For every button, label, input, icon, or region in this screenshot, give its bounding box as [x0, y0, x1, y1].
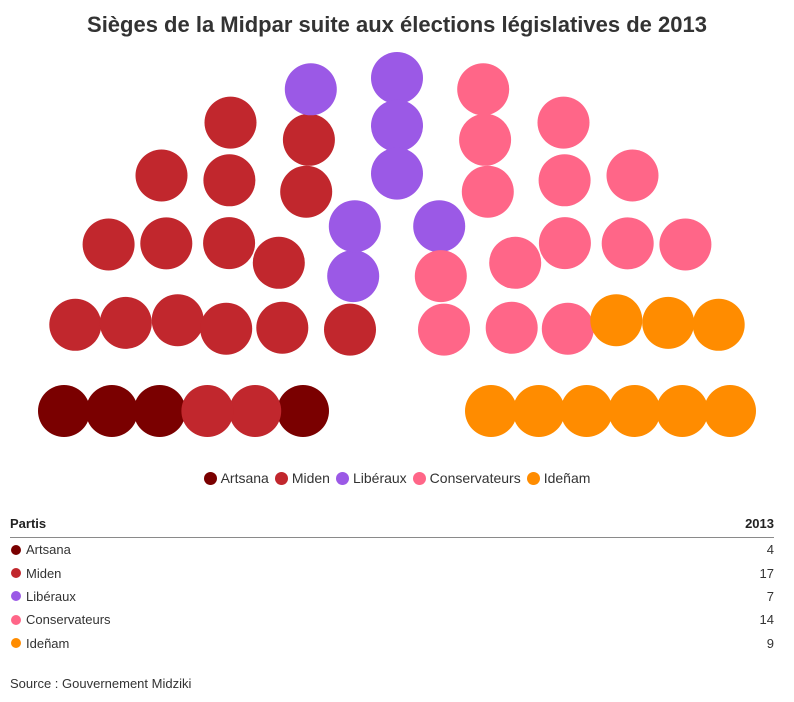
legend-dot [203, 471, 217, 485]
seat-libéraux[interactable] [413, 200, 466, 253]
seat-conservateurs[interactable] [601, 217, 654, 270]
seat-artsana[interactable] [277, 385, 329, 437]
seat-ideñam[interactable] [512, 385, 565, 437]
row-party: Conservateurs [26, 612, 111, 628]
table-header: Partis 2013 [10, 516, 774, 538]
seat-conservateurs[interactable] [485, 301, 538, 354]
seat-miden[interactable] [252, 236, 305, 289]
legend-dot [526, 471, 540, 485]
row-value: 9 [766, 635, 774, 651]
seat-miden[interactable] [203, 154, 256, 207]
seat-conservateurs[interactable] [538, 217, 591, 270]
seat-miden[interactable] [200, 302, 253, 355]
legend-item-conservateurs[interactable]: Conservateurs [412, 470, 521, 486]
legend-label: Artsana [220, 470, 269, 486]
seat-libéraux[interactable] [327, 250, 380, 303]
seat-miden[interactable] [324, 303, 376, 356]
legend-item-ideñam[interactable]: Ideñam [526, 470, 591, 486]
table-row: Conservateurs 14 [10, 608, 774, 631]
hemicycle-chart [38, 52, 756, 437]
seat-artsana[interactable] [38, 385, 90, 437]
legend-label: Libéraux [352, 470, 407, 486]
legend-item-artsana[interactable]: Artsana [203, 470, 269, 486]
seat-ideñam[interactable] [642, 296, 695, 349]
seat-miden[interactable] [99, 296, 152, 349]
seat-conservateurs[interactable] [606, 149, 659, 202]
seat-conservateurs[interactable] [537, 96, 590, 149]
seat-artsana[interactable] [85, 385, 138, 437]
seat-conservateurs[interactable] [538, 154, 591, 207]
seat-miden[interactable] [140, 217, 193, 270]
row-dot [11, 568, 21, 579]
seat-miden[interactable] [49, 298, 102, 351]
row-dot [11, 614, 21, 625]
seat-artsana[interactable] [133, 385, 186, 437]
seat-libéraux[interactable] [284, 63, 337, 116]
row-party: Libéraux [26, 588, 76, 604]
seat-miden[interactable] [280, 165, 333, 218]
row-dot [11, 591, 21, 602]
seat-conservateurs[interactable] [489, 236, 542, 289]
seat-libéraux[interactable] [371, 99, 423, 152]
seat-miden[interactable] [229, 385, 282, 437]
seat-ideñam[interactable] [590, 294, 643, 347]
seat-conservateurs[interactable] [418, 303, 470, 356]
seat-conservateurs[interactable] [414, 250, 467, 303]
header-party: Partis [10, 516, 47, 531]
legend-label: Miden [291, 470, 330, 486]
seat-ideñam[interactable] [656, 385, 709, 437]
legend-item-liberaux[interactable]: Libéraux [335, 470, 407, 486]
table-row: Libéraux 7 [10, 585, 774, 608]
seat-ideñam[interactable] [704, 385, 756, 437]
seat-libéraux[interactable] [371, 147, 423, 200]
legend-label: Ideñam [543, 470, 591, 486]
legend-dot [274, 471, 288, 485]
seat-ideñam[interactable] [560, 385, 613, 437]
row-party: Ideñam [26, 635, 70, 651]
source-note: Source : Gouvernement Midziki [10, 676, 192, 691]
seat-miden[interactable] [282, 113, 335, 166]
table-row: Miden 17 [10, 561, 774, 584]
row-party: Miden [26, 565, 62, 581]
row-dot [11, 544, 21, 555]
row-value: 4 [766, 542, 774, 558]
table-row: Ideñam 9 [10, 632, 774, 655]
chart-title: Sièges de la Midpar suite aux élections … [87, 12, 707, 37]
seat-libéraux[interactable] [371, 52, 423, 104]
seat-miden[interactable] [203, 217, 256, 270]
seat-miden[interactable] [82, 218, 135, 271]
seat-conservateurs[interactable] [659, 218, 712, 271]
seat-conservateurs[interactable] [457, 63, 510, 116]
seats-table: Partis 2013 Artsana 4 Miden 17 Libéraux … [10, 516, 774, 655]
legend: Artsana Miden Libéraux Conservateurs Ide… [0, 470, 794, 486]
seat-ideñam[interactable] [608, 385, 661, 437]
row-value: 17 [759, 565, 774, 581]
seat-libéraux[interactable] [328, 200, 381, 253]
header-year: 2013 [745, 516, 774, 531]
legend-dot [412, 471, 426, 485]
row-dot [11, 638, 21, 649]
seat-conservateurs[interactable] [541, 302, 594, 355]
seat-miden[interactable] [256, 301, 309, 354]
legend-item-miden[interactable]: Miden [274, 470, 330, 486]
seat-ideñam[interactable] [692, 298, 745, 351]
seat-conservateurs[interactable] [461, 165, 514, 218]
seat-conservateurs[interactable] [459, 113, 512, 166]
table-row: Artsana 4 [10, 538, 774, 561]
seat-miden[interactable] [204, 96, 257, 149]
row-party: Artsana [26, 542, 71, 558]
seat-miden[interactable] [135, 149, 188, 202]
seat-miden[interactable] [151, 294, 204, 347]
legend-label: Conservateurs [429, 470, 521, 486]
seat-ideñam[interactable] [465, 385, 517, 437]
row-value: 7 [766, 588, 774, 604]
row-value: 14 [759, 612, 774, 628]
legend-dot [335, 471, 349, 485]
seat-miden[interactable] [181, 385, 234, 437]
